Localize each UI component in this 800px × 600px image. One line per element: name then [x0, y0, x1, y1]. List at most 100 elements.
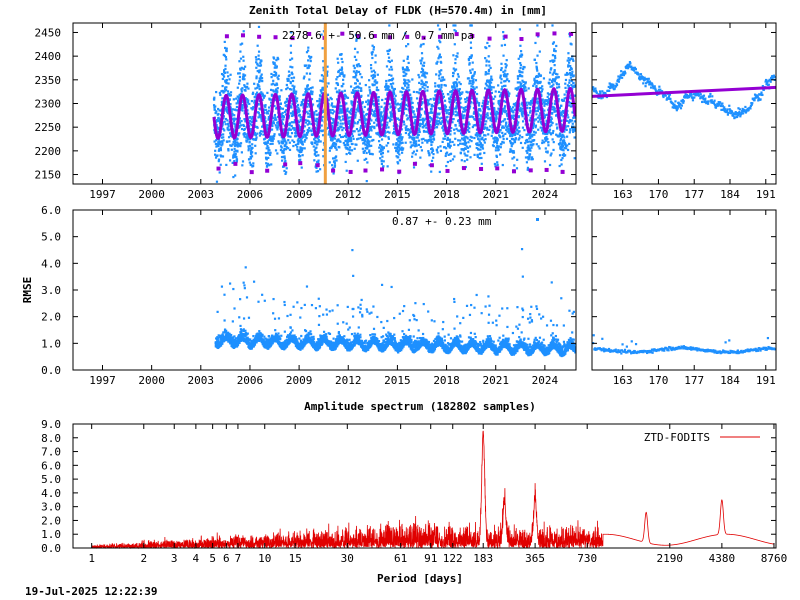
ztd-point: [528, 106, 532, 110]
ztd-point: [422, 72, 425, 75]
ztd-point: [530, 140, 533, 144]
ztd-point: [215, 110, 218, 113]
ztd-point: [263, 116, 266, 119]
ztd-point: [488, 64, 491, 67]
ztd-point: [383, 133, 386, 136]
ztd-point: [490, 91, 493, 95]
ztd-point: [412, 90, 415, 94]
ztd-point: [536, 69, 539, 72]
ztd-point: [487, 94, 490, 97]
ztd-point: [403, 78, 406, 81]
ztd-point: [568, 95, 571, 98]
ztd-point: [278, 105, 282, 109]
ztd-point: [322, 60, 325, 63]
ztd-point: [363, 149, 367, 152]
ztd-point: [321, 115, 324, 119]
ztd-point: [447, 109, 450, 112]
ztd-point: [392, 90, 395, 93]
ztd-point: [223, 40, 226, 44]
ztd-point: [438, 53, 442, 56]
ztd-point: [455, 83, 459, 87]
ztd-point: [496, 163, 499, 167]
ztd-point: [285, 167, 288, 170]
ztd-point: [518, 105, 521, 108]
ztd-point: [268, 98, 271, 101]
ztd-point: [354, 76, 357, 79]
ztd-point: [307, 115, 310, 118]
ztd-point: [563, 93, 566, 96]
ztd-point: [528, 111, 532, 114]
ztd-point: [257, 50, 261, 53]
ztd-point: [352, 76, 355, 79]
ztd-point: [343, 134, 347, 138]
ztd-point: [419, 45, 422, 48]
ztd-point: [510, 114, 513, 117]
ztd-point: [215, 145, 218, 148]
ztd-point: [226, 108, 229, 111]
ztd-point: [330, 102, 334, 105]
ztd-point: [521, 115, 524, 118]
ztd-point: [403, 80, 406, 83]
ztd-point: [270, 128, 274, 131]
ztd-point: [311, 142, 314, 146]
ztd-point: [377, 99, 380, 102]
ztd-point: [399, 136, 403, 139]
ztd-point: [302, 135, 305, 138]
ztd-point: [505, 126, 508, 129]
ztd-point: [487, 100, 490, 103]
ztd-point: [543, 116, 546, 119]
ztd-point: [343, 97, 346, 100]
ztd-point: [306, 84, 309, 87]
ztd-point: [222, 127, 225, 131]
ztd-point: [481, 144, 484, 147]
ztd-point: [473, 71, 476, 74]
ztd-point: [254, 95, 257, 98]
ztd-point: [451, 92, 454, 95]
ztd-point: [297, 137, 300, 140]
ztd-point: [249, 155, 252, 159]
ztd-point: [556, 86, 559, 89]
ztd-point: [541, 102, 544, 105]
ztd-ytick-label: 2250: [35, 121, 62, 134]
ztd-point: [417, 102, 420, 105]
ztd-point: [518, 73, 522, 76]
ztd-point: [400, 151, 404, 154]
ztd-point: [273, 113, 277, 117]
ztd-point: [248, 144, 252, 147]
ztd-point: [341, 90, 344, 94]
ztd-point: [217, 158, 221, 161]
ztd-point: [235, 158, 239, 161]
ztd-point: [446, 138, 449, 142]
ztd-point: [516, 158, 519, 161]
ztd-point: [352, 137, 355, 141]
ztd-point: [240, 88, 243, 91]
ztd-point: [236, 137, 239, 141]
ztd-point: [288, 141, 291, 144]
ztd-point: [516, 88, 519, 91]
ztd-point: [392, 143, 395, 146]
ztd-point: [405, 103, 408, 107]
ztd-point: [356, 63, 359, 66]
ztd-point: [365, 122, 368, 125]
ztd-point: [534, 131, 537, 134]
ztd-point: [421, 74, 424, 77]
ztd-point: [269, 135, 272, 138]
ztd-point: [462, 149, 465, 152]
ztd-point: [388, 79, 392, 82]
ztd-point: [458, 129, 461, 133]
ztd-point: [290, 88, 293, 91]
ztd-point: [322, 69, 325, 72]
ztd-point: [311, 90, 314, 93]
ztd-point: [289, 81, 292, 85]
ztd-point: [286, 105, 289, 108]
ztd-point: [296, 103, 300, 107]
ztd-point: [408, 80, 411, 83]
ztd-point: [428, 138, 432, 141]
ztd-point: [443, 146, 446, 149]
ztd-point: [495, 146, 498, 149]
ztd-point: [243, 78, 246, 81]
ztd-point: [494, 165, 497, 168]
ztd-point: [258, 88, 261, 91]
ztd-point: [544, 139, 547, 142]
ztd-point: [354, 114, 357, 118]
